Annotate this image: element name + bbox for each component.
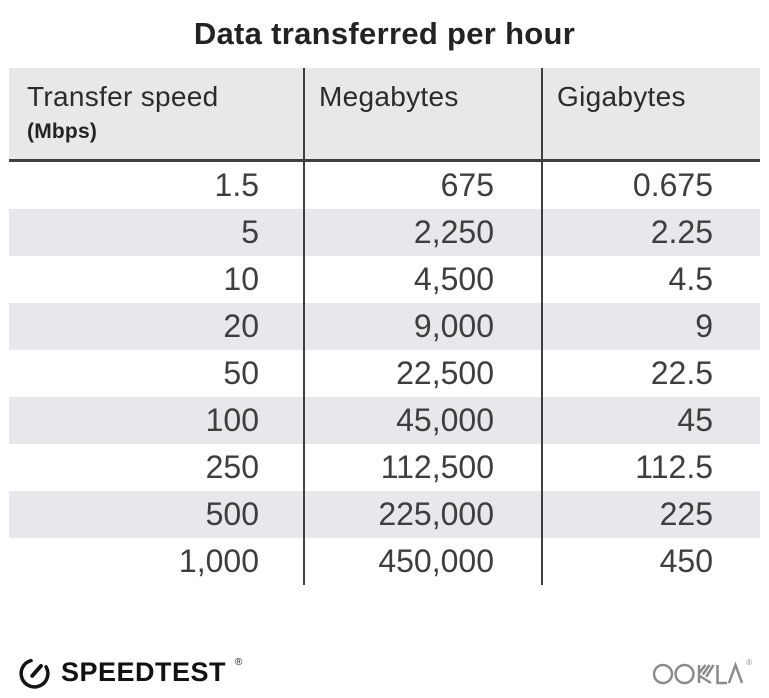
cell-gigabytes: 9 — [541, 303, 760, 350]
cell-gigabytes: 45 — [541, 397, 760, 444]
cell-gigabytes: 4.5 — [541, 256, 760, 303]
cell-transfer-speed: 20 — [223, 308, 259, 344]
footer: SPEEDTEST ® ® — [16, 650, 752, 694]
table-header-row: Transfer speed (Mbps) Megabytes Gigabyte… — [9, 68, 760, 162]
ookla-wordmark-icon — [653, 661, 744, 685]
column-header-label: Megabytes — [319, 81, 459, 112]
cell-megabytes: 9,000 — [303, 303, 541, 350]
speedtest-gauge-icon — [19, 658, 50, 689]
cell-gigabytes: 22.5 — [541, 350, 760, 397]
table-body: 1.5 675 0.675 5 2,250 2.25 10 4,500 4.5 … — [9, 162, 760, 585]
cell-megabytes: 22,500 — [303, 350, 541, 397]
table-row: 1,000 450,000 450 — [9, 538, 760, 585]
table-row: 250 112,500 112.5 — [9, 444, 760, 491]
cell-transfer-speed: 250 — [205, 449, 259, 485]
cell-megabytes: 2,250 — [303, 209, 541, 256]
column-header-gigabytes: Gigabytes — [541, 68, 760, 159]
table-row: 100 45,000 45 — [9, 397, 760, 444]
cell-gigabytes: 112.5 — [541, 444, 760, 491]
cell-megabytes: 45,000 — [303, 397, 541, 444]
cell-transfer-speed: 1,000 — [178, 543, 259, 579]
cell-megabytes: 225,000 — [303, 491, 541, 538]
column-header-transfer-speed: Transfer speed (Mbps) — [9, 68, 303, 159]
table-row: 500 225,000 225 — [9, 491, 760, 538]
ookla-logo: ® — [653, 657, 752, 687]
cell-gigabytes: 0.675 — [541, 162, 760, 209]
registered-trademark-icon: ® — [746, 658, 752, 667]
cell-transfer-speed: 10 — [223, 261, 259, 297]
cell-transfer-speed: 100 — [205, 402, 259, 438]
column-header-label: Gigabytes — [557, 81, 686, 112]
cell-transfer-speed: 500 — [205, 496, 259, 532]
page-title: Data transferred per hour — [193, 16, 576, 51]
cell-megabytes: 4,500 — [303, 256, 541, 303]
cell-gigabytes: 225 — [541, 491, 760, 538]
cell-transfer-speed: 5 — [241, 214, 259, 250]
cell-megabytes: 450,000 — [303, 538, 541, 585]
speedtest-wordmark: SPEEDTEST — [61, 656, 227, 687]
table-row: 50 22,500 22.5 — [9, 350, 760, 397]
column-header-megabytes: Megabytes — [303, 68, 541, 159]
cell-megabytes: 112,500 — [303, 444, 541, 491]
registered-trademark-icon: ® — [235, 656, 243, 668]
data-table: Transfer speed (Mbps) Megabytes Gigabyte… — [9, 68, 760, 585]
speedtest-logo: SPEEDTEST ® — [16, 654, 242, 691]
table-row: 10 4,500 4.5 — [9, 256, 760, 303]
cell-gigabytes: 2.25 — [541, 209, 760, 256]
cell-gigabytes: 450 — [541, 538, 760, 585]
table-row: 20 9,000 9 — [9, 303, 760, 350]
cell-transfer-speed: 50 — [223, 355, 259, 391]
column-header-unit: (Mbps) — [27, 120, 98, 143]
column-header-label: Transfer speed — [27, 81, 219, 112]
table-row: 5 2,250 2.25 — [9, 209, 760, 256]
cell-transfer-speed: 1.5 — [214, 167, 259, 203]
table-row: 1.5 675 0.675 — [9, 162, 760, 209]
cell-megabytes: 675 — [303, 162, 541, 209]
